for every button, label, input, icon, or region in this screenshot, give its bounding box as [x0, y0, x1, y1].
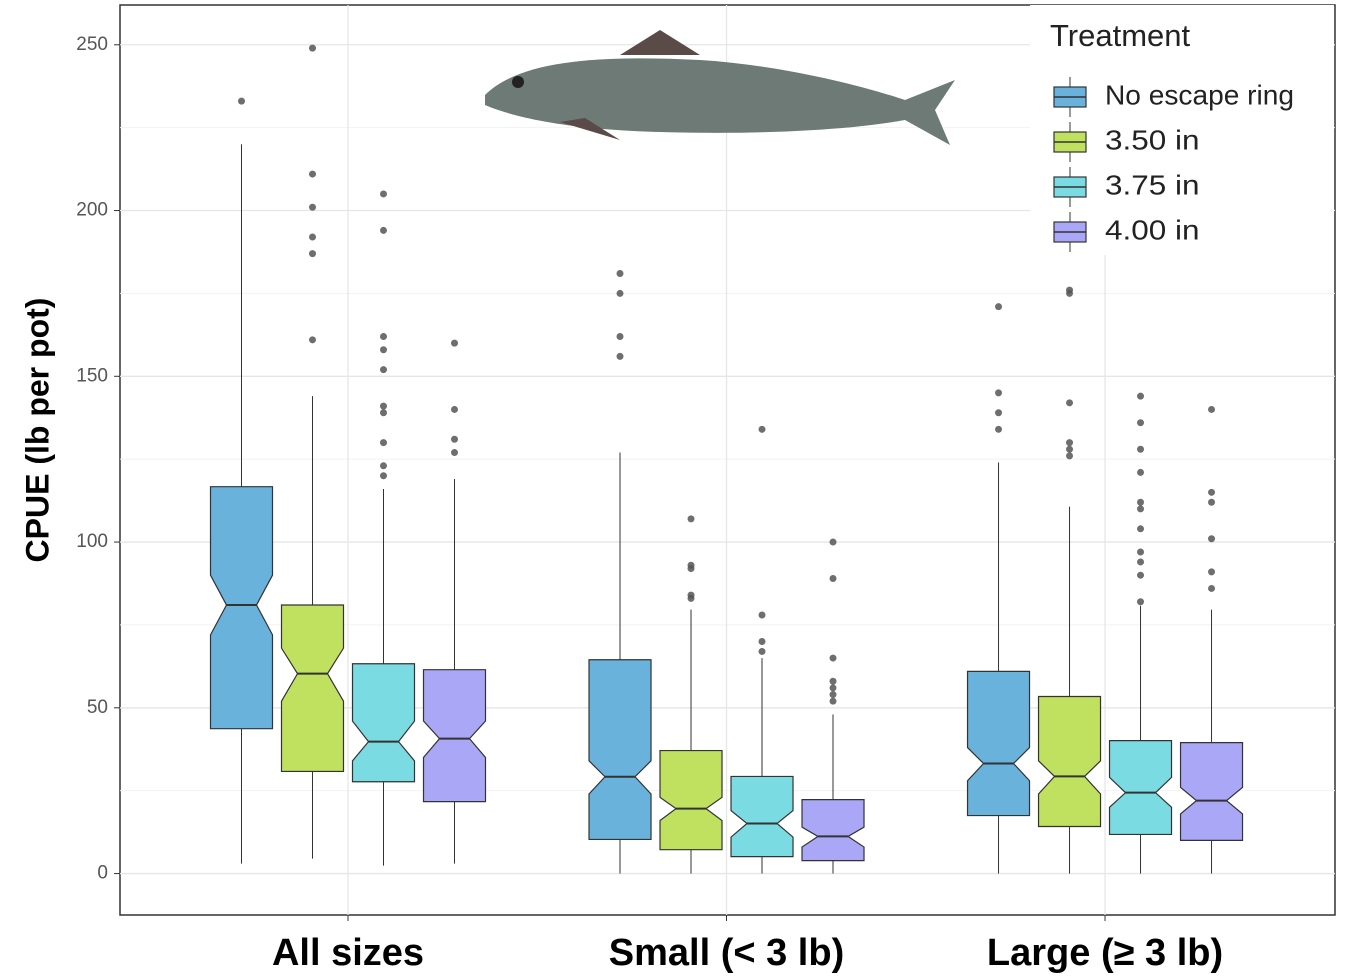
outlier	[616, 270, 624, 278]
outlier	[380, 472, 387, 480]
outlier	[995, 303, 1003, 311]
outlier	[829, 575, 837, 583]
outlier	[1137, 525, 1145, 533]
x-tick-label: Small (< 3 lb)	[609, 932, 844, 974]
outlier	[1208, 568, 1216, 576]
box	[1179, 742, 1244, 842]
outlier	[309, 170, 316, 178]
outlier	[380, 333, 387, 341]
outlier	[1208, 535, 1216, 543]
outlier	[451, 449, 458, 457]
outlier	[687, 565, 695, 573]
outlier	[829, 538, 837, 546]
x-tick-label: All sizes	[272, 932, 424, 974]
y-tick-label: 50	[87, 697, 108, 718]
outlier	[758, 638, 766, 646]
outlier	[1137, 558, 1145, 566]
outlier	[1066, 452, 1074, 460]
outlier	[380, 346, 387, 354]
outlier	[309, 44, 316, 52]
box	[422, 669, 487, 803]
outlier	[380, 439, 387, 447]
legend-background	[1030, 5, 1334, 255]
box	[280, 604, 345, 773]
outlier	[829, 684, 837, 692]
box	[801, 799, 865, 862]
outlier	[995, 389, 1003, 397]
outlier	[451, 339, 458, 347]
outlier	[1208, 488, 1216, 496]
outlier	[1137, 498, 1145, 506]
legend-label: 4.00 in	[1105, 214, 1200, 245]
box	[351, 663, 416, 783]
outlier	[829, 677, 837, 685]
outlier	[1137, 419, 1145, 427]
outlier	[380, 190, 387, 198]
outlier	[380, 226, 387, 234]
outlier	[309, 250, 316, 258]
outlier	[1066, 399, 1074, 407]
outlier	[616, 352, 624, 360]
outlier	[616, 289, 624, 297]
box	[209, 486, 274, 730]
box	[966, 670, 1031, 817]
fish-illustration	[485, 30, 955, 145]
outlier	[309, 233, 316, 241]
outlier	[758, 611, 766, 619]
outlier	[380, 402, 387, 410]
outlier	[829, 691, 837, 699]
outlier	[1137, 468, 1145, 476]
y-tick-label: 0	[97, 863, 108, 884]
box	[588, 659, 652, 841]
outlier	[995, 425, 1003, 433]
outlier	[1208, 405, 1216, 413]
outlier	[1066, 439, 1074, 447]
legend-label: No escape ring	[1105, 79, 1294, 110]
outlier	[687, 515, 695, 523]
outlier	[238, 97, 245, 105]
legend-title: Treatment	[1050, 18, 1191, 53]
outlier	[829, 654, 837, 662]
legend-label: 3.75 in	[1105, 169, 1200, 200]
outlier	[1137, 548, 1145, 556]
outlier	[1066, 289, 1074, 297]
outlier	[1137, 445, 1145, 453]
outlier	[829, 697, 837, 705]
outlier	[1137, 505, 1145, 513]
outlier	[451, 435, 458, 443]
box	[730, 775, 794, 858]
outlier	[380, 409, 387, 417]
outlier	[1208, 584, 1216, 592]
outlier	[451, 405, 458, 413]
y-tick-label: 100	[76, 531, 108, 552]
outlier	[758, 647, 766, 655]
outlier	[1208, 498, 1216, 506]
outlier	[309, 336, 316, 344]
legend-label: 3.50 in	[1105, 124, 1200, 155]
outlier	[380, 366, 387, 374]
y-tick-label: 200	[76, 200, 108, 221]
outlier	[758, 425, 766, 433]
outlier	[380, 462, 387, 470]
box	[1037, 695, 1102, 828]
outlier	[309, 203, 316, 211]
outlier	[687, 594, 695, 602]
outlier	[616, 333, 624, 341]
outlier	[1137, 598, 1145, 606]
y-tick-label: 250	[76, 34, 108, 55]
outlier	[1137, 571, 1145, 579]
box	[1108, 740, 1173, 836]
y-tick-label: 150	[76, 365, 108, 386]
outlier	[1137, 392, 1145, 400]
x-tick-label: Large (≥ 3 lb)	[987, 932, 1223, 974]
box	[659, 749, 723, 851]
y-axis-label: CPUE (lb per pot)	[19, 298, 55, 563]
outlier	[995, 409, 1003, 417]
outlier	[1066, 445, 1074, 453]
